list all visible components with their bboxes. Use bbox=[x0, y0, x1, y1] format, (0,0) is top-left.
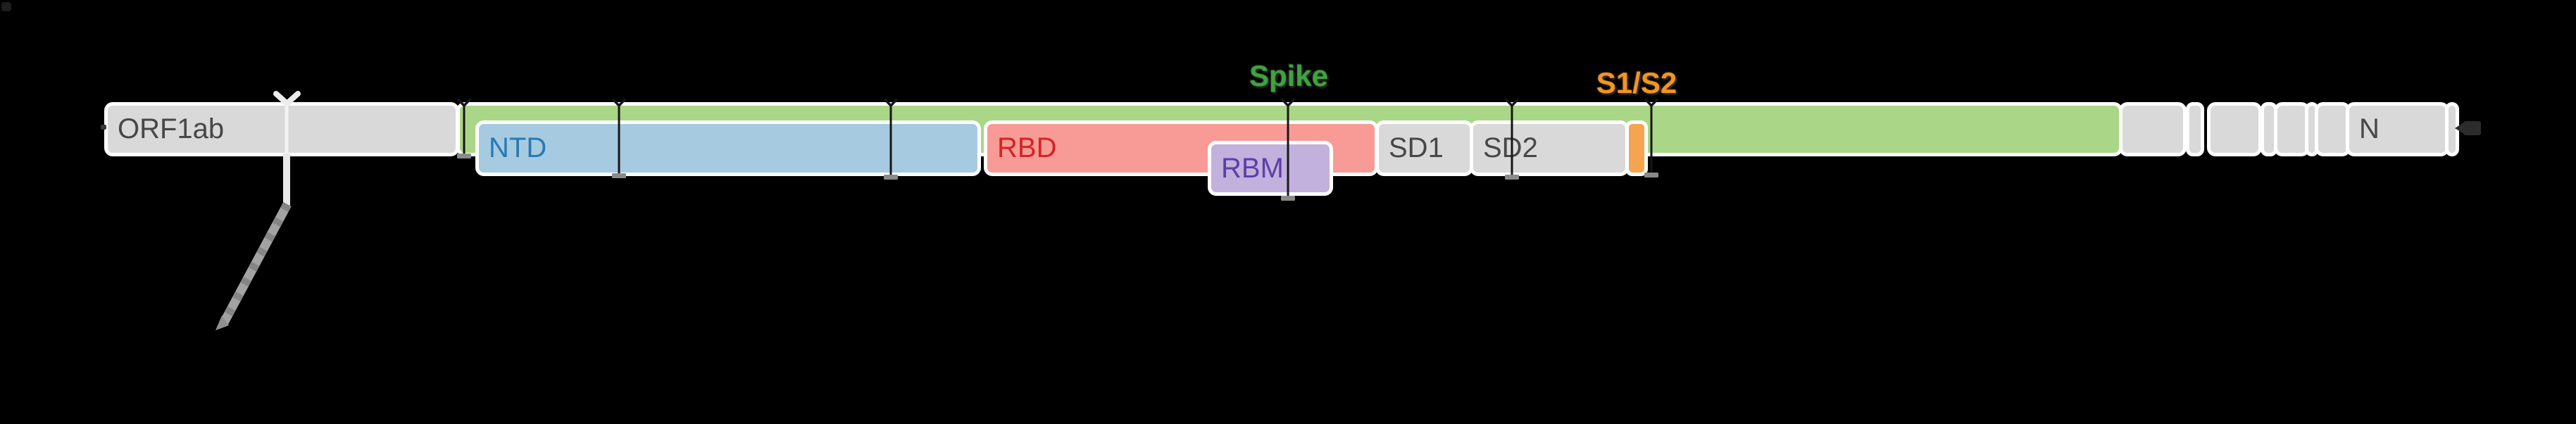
domain-box-sd1: SD1 bbox=[1375, 120, 1473, 176]
s1-s2-callout-label: S1/S2 bbox=[1596, 66, 1677, 99]
domain-box-ntd: NTD bbox=[475, 120, 981, 176]
domain-box-furin-site bbox=[1625, 120, 1648, 176]
marker-foot bbox=[1281, 196, 1295, 201]
leader-line-texture bbox=[220, 201, 292, 325]
domain-box-label-rbd: RBD bbox=[997, 132, 1057, 163]
gene-box-orf3a bbox=[2119, 102, 2187, 156]
subdomain-box-label-rbm: RBM bbox=[1221, 152, 1284, 184]
corner-artifact bbox=[1, 2, 11, 11]
domain-box-label-ntd: NTD bbox=[489, 132, 547, 163]
marker-foot bbox=[1644, 173, 1658, 177]
leader-arrowhead-icon bbox=[215, 316, 229, 330]
domain-box-sd2: SD2 bbox=[1470, 120, 1629, 176]
gene-box-orf-m bbox=[2207, 102, 2262, 156]
gene-box-orf1ab: ORF1ab bbox=[104, 102, 459, 156]
gene-box-orf10 bbox=[2445, 102, 2459, 156]
genome-end-cap bbox=[2463, 121, 2481, 135]
leader-line bbox=[220, 201, 292, 325]
gene-box-label-n: N bbox=[2359, 113, 2380, 144]
gene-box-label-orf1ab: ORF1ab bbox=[118, 113, 225, 144]
domain-box-label-sd2: SD2 bbox=[1483, 132, 1538, 163]
gene-box-orf-e bbox=[2186, 102, 2204, 156]
subdomain-box-rbm: RBM bbox=[1208, 141, 1333, 196]
domain-box-label-sd1: SD1 bbox=[1389, 132, 1444, 163]
gene-box-n: N bbox=[2346, 102, 2449, 156]
gene-box-orf8 bbox=[2315, 102, 2351, 156]
orf1ab-marker-line-lower bbox=[283, 154, 290, 206]
spike-callout-label: Spike bbox=[1249, 59, 1329, 92]
